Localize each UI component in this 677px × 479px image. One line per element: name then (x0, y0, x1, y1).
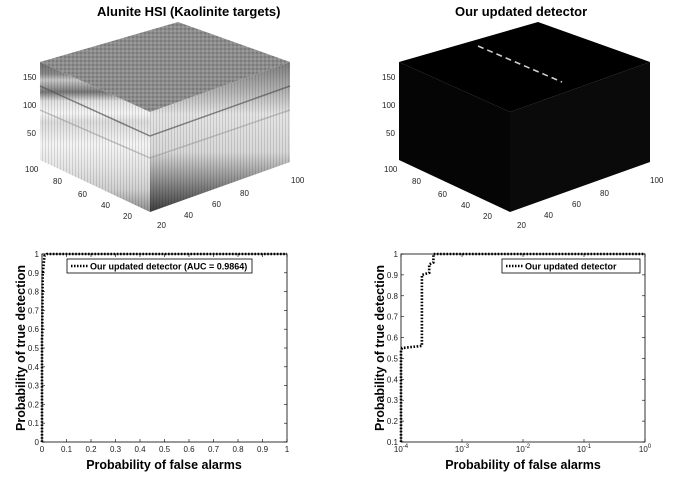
y-tick-label: 100 (384, 165, 398, 174)
y-tick-label: 40 (101, 201, 110, 210)
x-tick-label: 60 (212, 200, 221, 209)
x-tick-label: 100 (639, 444, 652, 454)
y-tick-label: 0.3 (28, 382, 40, 391)
y-tick-label: 60 (78, 190, 87, 199)
roc-linear-plot: 0 0.1 0.2 0.3 0.4 0.5 0.6 0.7 0.8 0.9 1 0 0.1 0.2 0.3 0… (14, 250, 290, 472)
y-tick-label: 0.7 (28, 306, 40, 315)
x-tick-label: 40 (544, 211, 553, 220)
y-tick-label: 0.2 (28, 400, 40, 409)
y-tick-label: 0.8 (387, 292, 399, 301)
panel1-z-ticks: 50 100 150 (23, 73, 37, 138)
roc-log-plot: 10-4 10-3 10-2 10-1 100 0.1 0.2 0.3 0.4 0.5 0.6 0.7… (373, 250, 652, 472)
panel1-y-ticks: 100 80 60 40 20 (25, 165, 132, 221)
y-tick-label: 0.4 (387, 375, 399, 384)
y-tick-label: 0.1 (387, 438, 399, 447)
z-tick-label: 100 (382, 101, 396, 110)
roc-series-line (40, 252, 287, 442)
panel2-x-ticks: 20 40 60 80 100 (517, 176, 664, 230)
y-tick-label: 0.2 (387, 417, 399, 426)
y-tick-label: 0.9 (28, 269, 40, 278)
panel2-y-ticks: 100 80 60 40 20 (384, 165, 492, 221)
roc-linear-legend: Our updated detector (AUC = 0.9864) (66, 258, 253, 274)
roc-series-line (399, 252, 645, 442)
x-tick-label: 0.7 (208, 445, 220, 454)
panel2-z-ticks: 50 100 150 (382, 73, 396, 138)
x-tick-label: 40 (184, 211, 193, 220)
cube2-top-face (399, 22, 650, 112)
cube2-detection-line (477, 45, 563, 83)
x-tick-label: 10-2 (516, 444, 531, 454)
y-tick-label: 0.5 (28, 344, 40, 353)
y-tick-label: 100 (25, 165, 39, 174)
x-tick-label: 20 (157, 221, 166, 230)
x-tick-label: 80 (240, 189, 249, 198)
panel1-cube (39, 22, 291, 212)
roc-log-ticks: 10-4 10-3 10-2 10-1 100 0.1 0.2 0.3 0.4 0.5 0.6 0.7… (387, 250, 652, 454)
x-tick-label: 0.3 (110, 445, 122, 454)
x-tick-label: 10-4 (394, 444, 409, 454)
x-tick-label: 10-3 (455, 444, 470, 454)
x-tick-label: 80 (600, 189, 609, 198)
panel2-cube (399, 22, 650, 212)
x-tick-label: 0.1 (61, 445, 73, 454)
y-tick-label: 20 (483, 212, 492, 221)
y-tick-label: 1 (394, 250, 399, 259)
x-tick-label: 0.4 (134, 445, 146, 454)
y-tick-label: 80 (53, 177, 62, 186)
x-tick-label: 0.9 (257, 445, 269, 454)
y-tick-label: 40 (461, 201, 470, 210)
panel1-title: Alunite HSI (Kaolinite targets) (97, 4, 281, 19)
x-tick-label: 100 (650, 176, 664, 185)
y-tick-label: 60 (438, 190, 447, 199)
x-tick-label: 100 (291, 176, 305, 185)
x-tick-label: 1 (285, 445, 290, 454)
roc-log-legend: Our updated detector (501, 258, 641, 274)
y-tick-label: 0.6 (28, 325, 40, 334)
x-axis-label: Probability of false alarms (445, 458, 601, 472)
x-tick-label: 0.2 (85, 445, 97, 454)
y-axis-label: Probability of true detection (373, 265, 387, 431)
panel2-title: Our updated detector (455, 4, 588, 19)
legend-box (501, 258, 641, 274)
z-tick-label: 150 (23, 73, 37, 82)
y-tick-label: 0.8 (28, 288, 40, 297)
x-tick-label: 20 (517, 221, 526, 230)
x-tick-label: 0.5 (159, 445, 171, 454)
z-tick-label: 150 (382, 73, 396, 82)
z-tick-label: 50 (27, 129, 36, 138)
y-tick-label: 0.3 (387, 396, 399, 405)
x-tick-label: 0.8 (232, 445, 244, 454)
y-tick-label: 1 (35, 250, 40, 259)
y-tick-label: 80 (412, 177, 421, 186)
x-tick-label: 0.6 (183, 445, 195, 454)
roc-log-series (399, 252, 645, 442)
y-tick-label: 20 (123, 212, 132, 221)
y-tick-label: 0.4 (28, 363, 40, 372)
legend-label: Our updated detector (AUC = 0.9864) (90, 262, 247, 272)
y-tick-label: 0.7 (387, 313, 399, 322)
roc-linear-series (40, 252, 287, 442)
legend-label: Our updated detector (525, 262, 617, 272)
cube1-top-face (40, 22, 290, 112)
y-axis-label: Probability of true detection (14, 265, 28, 431)
z-tick-label: 50 (386, 129, 395, 138)
y-tick-label: 0.1 (28, 419, 40, 428)
y-tick-label: 0.9 (387, 271, 399, 280)
legend-box (66, 258, 253, 274)
x-tick-label: 0 (40, 445, 45, 454)
y-tick-label: 0 (35, 438, 40, 447)
x-tick-label: 10-1 (577, 444, 592, 454)
plot-area-frame (41, 253, 288, 443)
panel1-x-ticks: 20 40 60 80 100 (157, 176, 305, 230)
plot-area-frame (400, 253, 646, 443)
y-tick-label: 0.5 (387, 354, 399, 363)
z-tick-label: 100 (23, 101, 37, 110)
y-tick-label: 0.6 (387, 334, 399, 343)
x-axis-label: Probability of false alarms (86, 458, 242, 472)
x-tick-label: 60 (572, 200, 581, 209)
